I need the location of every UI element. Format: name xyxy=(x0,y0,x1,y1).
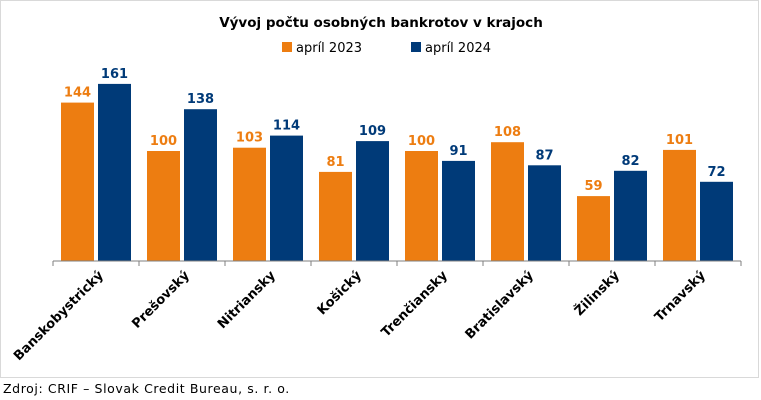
legend-label-1: apríl 2023 xyxy=(296,41,362,56)
x-tick-label-2: Prešovský xyxy=(129,268,193,332)
x-tick-label-5: Trenčiansky xyxy=(379,268,451,340)
x-tick-label-1: Banskobystrický xyxy=(11,268,107,364)
bar-series1-8 xyxy=(663,149,696,261)
data-label-series2-8: 72 xyxy=(707,165,725,180)
data-label-series2-5: 91 xyxy=(449,144,467,159)
bar-series1-1 xyxy=(61,102,94,261)
bar-series2-6 xyxy=(528,165,561,261)
bar-series1-3 xyxy=(233,147,266,261)
data-label-series2-6: 87 xyxy=(535,148,553,163)
data-label-series2-1: 161 xyxy=(101,67,128,82)
data-label-series1-3: 103 xyxy=(236,131,263,146)
data-label-series2-4: 109 xyxy=(359,124,386,139)
x-tick-label-4: Košický xyxy=(315,268,365,318)
data-label-series1-7: 59 xyxy=(584,179,602,194)
bar-series2-7 xyxy=(614,170,647,261)
x-tick-label-6: Bratislavský xyxy=(463,268,538,343)
bar-series2-5 xyxy=(442,160,475,261)
data-label-series1-2: 100 xyxy=(150,134,177,149)
legend-label-2: apríl 2024 xyxy=(425,41,491,56)
bar-series1-4 xyxy=(319,171,352,261)
bar-chart: Vývoj počtu osobných bankrotov v krajoch… xyxy=(11,15,742,364)
bar-series2-3 xyxy=(270,135,303,261)
x-tick-label-8: Trnavský xyxy=(652,268,709,325)
bar-series2-2 xyxy=(184,109,217,261)
bar-series1-7 xyxy=(577,196,610,261)
bar-series2-4 xyxy=(356,141,389,261)
data-label-series2-2: 138 xyxy=(187,92,214,107)
data-label-series1-8: 101 xyxy=(666,133,693,148)
bar-series1-2 xyxy=(147,151,180,261)
data-label-series1-6: 108 xyxy=(494,125,521,140)
bar-series1-6 xyxy=(491,142,524,261)
bar-series1-5 xyxy=(405,151,438,261)
x-tick-label-3: Nitriansky xyxy=(215,268,279,332)
legend-swatch-1 xyxy=(282,42,292,52)
data-label-series1-4: 81 xyxy=(326,155,344,170)
bar-series2-8 xyxy=(700,181,733,261)
data-label-series2-7: 82 xyxy=(621,154,639,169)
source-note: Zdroj: CRIF – Slovak Credit Bureau, s. r… xyxy=(3,381,290,396)
chart-title: Vývoj počtu osobných bankrotov v krajoch xyxy=(219,15,543,31)
legend-swatch-2 xyxy=(411,42,421,52)
x-tick-label-7: Žilinský xyxy=(571,267,623,319)
data-label-series2-3: 114 xyxy=(273,119,300,134)
bar-series2-1 xyxy=(98,83,131,262)
data-label-series1-1: 144 xyxy=(64,86,91,101)
data-label-series1-5: 100 xyxy=(408,134,435,149)
chart-frame: Vývoj počtu osobných bankrotov v krajoch… xyxy=(0,0,759,378)
